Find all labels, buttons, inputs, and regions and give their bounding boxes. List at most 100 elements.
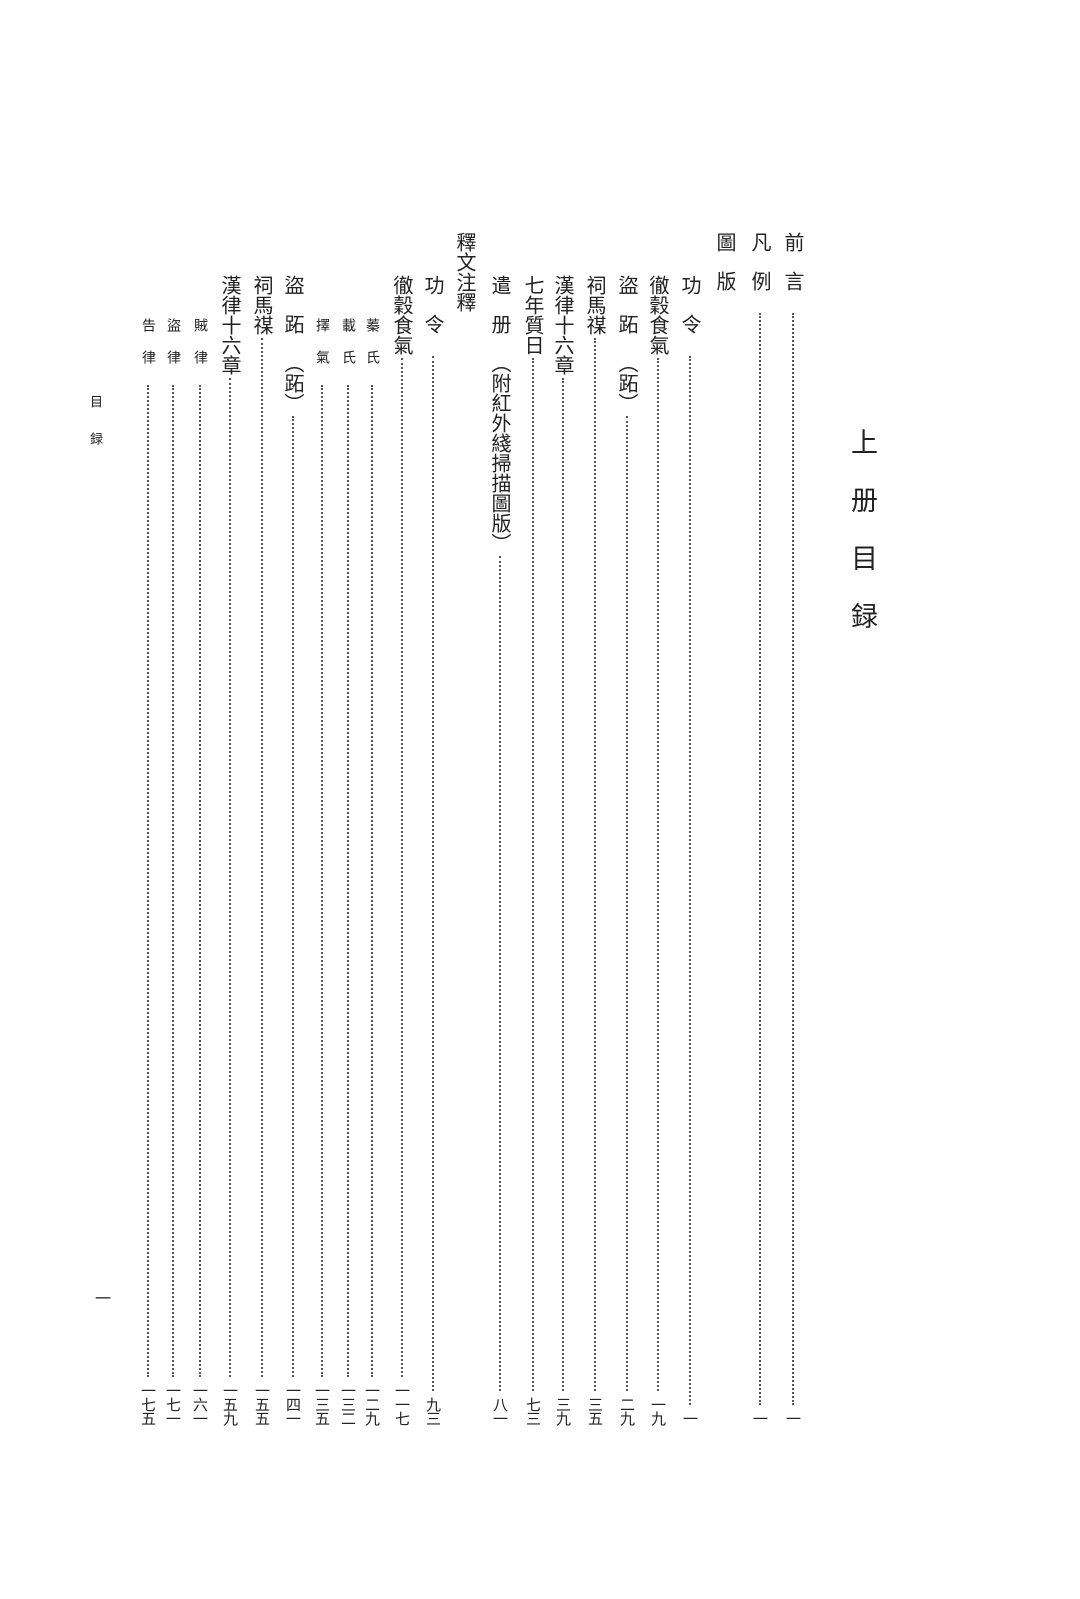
- entry-title-text: 載氏: [340, 318, 356, 382]
- toc-entry[interactable]: 徹穀食氣 一一七: [390, 275, 414, 1425]
- entry-title-text: 功令: [678, 275, 702, 353]
- dot-leader: [759, 313, 761, 1405]
- entry-title-text: 漢律十六章: [218, 275, 242, 375]
- dot-leader: [626, 416, 628, 1391]
- entry-note: （跖）: [281, 353, 305, 413]
- entry-page-number: 一七五: [139, 1383, 157, 1425]
- toc-entry[interactable]: 前言一: [781, 232, 805, 1425]
- toc-entry-title: 祠馬禖: [583, 275, 607, 335]
- toc-entry[interactable]: 功令 九三: [421, 275, 445, 1425]
- entry-page-number: 一三五: [313, 1383, 331, 1425]
- entry-page-number: 九三: [424, 1397, 442, 1425]
- entry-page-number: 一九: [649, 1397, 667, 1425]
- dot-leader: [347, 385, 349, 1377]
- entry-title-text: 圖版: [713, 232, 737, 310]
- toc-entry-title: 盜跖（跖）: [615, 275, 639, 413]
- toc-entry-title: 盜跖（跖）: [281, 275, 305, 413]
- entry-title-text: 盜跖: [281, 275, 305, 353]
- toc-entry[interactable]: 告律 一七五: [136, 318, 160, 1425]
- entry-page-number: 二九: [618, 1397, 636, 1425]
- page-number: 一: [92, 1290, 111, 1306]
- entry-title-text: 功令: [421, 275, 445, 353]
- toc-entry-title: 釋文注釋: [453, 232, 477, 312]
- toc-entry-title: 功令: [421, 275, 445, 353]
- toc-entry[interactable]: 祠馬禖 三五: [583, 275, 607, 1425]
- toc-entry-title: 擇氣: [313, 318, 331, 382]
- toc-entry[interactable]: 漢律十六章 三九: [551, 275, 575, 1425]
- toc-entry[interactable]: 祠馬禖 一五五: [250, 275, 274, 1425]
- entry-title-text: 蓁氏: [364, 318, 380, 382]
- toc-entry-title: 祠馬禖: [250, 275, 274, 335]
- dot-leader: [792, 313, 794, 1405]
- toc-entry-title: 遣册（附紅外綫掃描圖版）: [488, 275, 512, 553]
- toc-entry[interactable]: 圖版: [713, 232, 737, 310]
- toc-entry[interactable]: 載氏 一三二: [336, 318, 360, 1425]
- entry-page-number: 一七一: [164, 1383, 182, 1425]
- toc-entry[interactable]: 盜跖（跖） 二九: [615, 275, 639, 1425]
- entry-page-number: 七三: [524, 1397, 542, 1425]
- entry-page-number: 八一: [491, 1397, 509, 1425]
- toc-entry-title: 載氏: [339, 318, 357, 382]
- toc-entry-title: 賊律: [191, 318, 209, 382]
- dot-leader: [147, 385, 149, 1377]
- toc-entry[interactable]: 擇氣 一三五: [310, 318, 334, 1425]
- dot-leader: [261, 338, 263, 1377]
- toc-entry[interactable]: 凡例一: [748, 232, 772, 1425]
- entry-title-text: 告律: [140, 318, 156, 382]
- toc-entry-title: 盜律: [164, 318, 182, 382]
- entry-title-text: 祠馬禖: [250, 275, 274, 335]
- toc-entry-title: 告律: [139, 318, 157, 382]
- toc-entry[interactable]: 盜律 一七一: [161, 318, 185, 1425]
- entry-title-text: 盜跖: [615, 275, 639, 353]
- entry-title-text: 祠馬禖: [583, 275, 607, 335]
- dot-leader: [532, 358, 534, 1391]
- entry-page-number: 三九: [554, 1397, 572, 1425]
- toc-entry-title: 圖版: [713, 232, 737, 310]
- page-title: 上册目録: [846, 428, 877, 660]
- toc-entry[interactable]: 遣册（附紅外綫掃描圖版） 八一: [488, 275, 512, 1425]
- dot-leader: [401, 358, 403, 1377]
- toc-entry-title: 徹穀食氣: [646, 275, 670, 355]
- entry-title-text: 遣册: [488, 275, 512, 353]
- entry-title-text: 凡例: [748, 232, 772, 310]
- toc-entry[interactable]: 功令一: [678, 275, 702, 1425]
- dot-leader: [229, 378, 231, 1377]
- toc-entry-title: 凡例: [748, 232, 772, 310]
- toc-entry-title: 蓁氏: [363, 318, 381, 382]
- toc-entry-title: 徹穀食氣: [390, 275, 414, 355]
- toc-entry[interactable]: 釋文注釋: [453, 232, 477, 312]
- toc-entry[interactable]: 七年質日 七三: [521, 275, 545, 1425]
- toc-entry[interactable]: 賊律 一六一: [188, 318, 212, 1425]
- toc-entry[interactable]: 盜跖（跖） 一四一: [281, 275, 305, 1425]
- toc-entry[interactable]: 蓁氏 一二九: [360, 318, 384, 1425]
- toc-entry[interactable]: 漢律十六章 一五九: [218, 275, 242, 1425]
- entry-title-text: 徹穀食氣: [646, 275, 670, 355]
- entry-page-number: 三五: [586, 1397, 604, 1425]
- entry-page-number: 一六一: [191, 1383, 209, 1425]
- dot-leader: [199, 385, 201, 1377]
- dot-leader: [562, 378, 564, 1391]
- dot-leader: [499, 556, 501, 1391]
- entry-title-text: 釋文注釋: [453, 232, 477, 312]
- entry-title-text: 盜律: [165, 318, 181, 382]
- dot-leader: [292, 416, 294, 1377]
- entry-title-text: 漢律十六章: [551, 275, 575, 375]
- dot-leader: [594, 338, 596, 1391]
- dot-leader: [321, 385, 323, 1377]
- entry-title-text: 擇氣: [314, 318, 330, 382]
- toc-entry-title: 前言: [781, 232, 805, 310]
- entry-page-number: 一二九: [363, 1383, 381, 1425]
- toc-entry-title: 功令: [678, 275, 702, 353]
- entry-title-text: 七年質日: [521, 275, 545, 355]
- entry-page-number: 一五五: [253, 1383, 271, 1425]
- entry-page-number: 一一七: [393, 1383, 411, 1425]
- entry-page-number: 一: [681, 1411, 699, 1425]
- toc-entry-title: 漢律十六章: [551, 275, 575, 375]
- dot-leader: [371, 385, 373, 1377]
- dot-leader: [432, 356, 434, 1391]
- toc-entry[interactable]: 徹穀食氣 一九: [646, 275, 670, 1425]
- entry-page-number: 一四一: [284, 1383, 302, 1425]
- entry-title-text: 賊律: [192, 318, 208, 382]
- entry-page-number: 一三二: [339, 1383, 357, 1425]
- entry-page-number: 一五九: [221, 1383, 239, 1425]
